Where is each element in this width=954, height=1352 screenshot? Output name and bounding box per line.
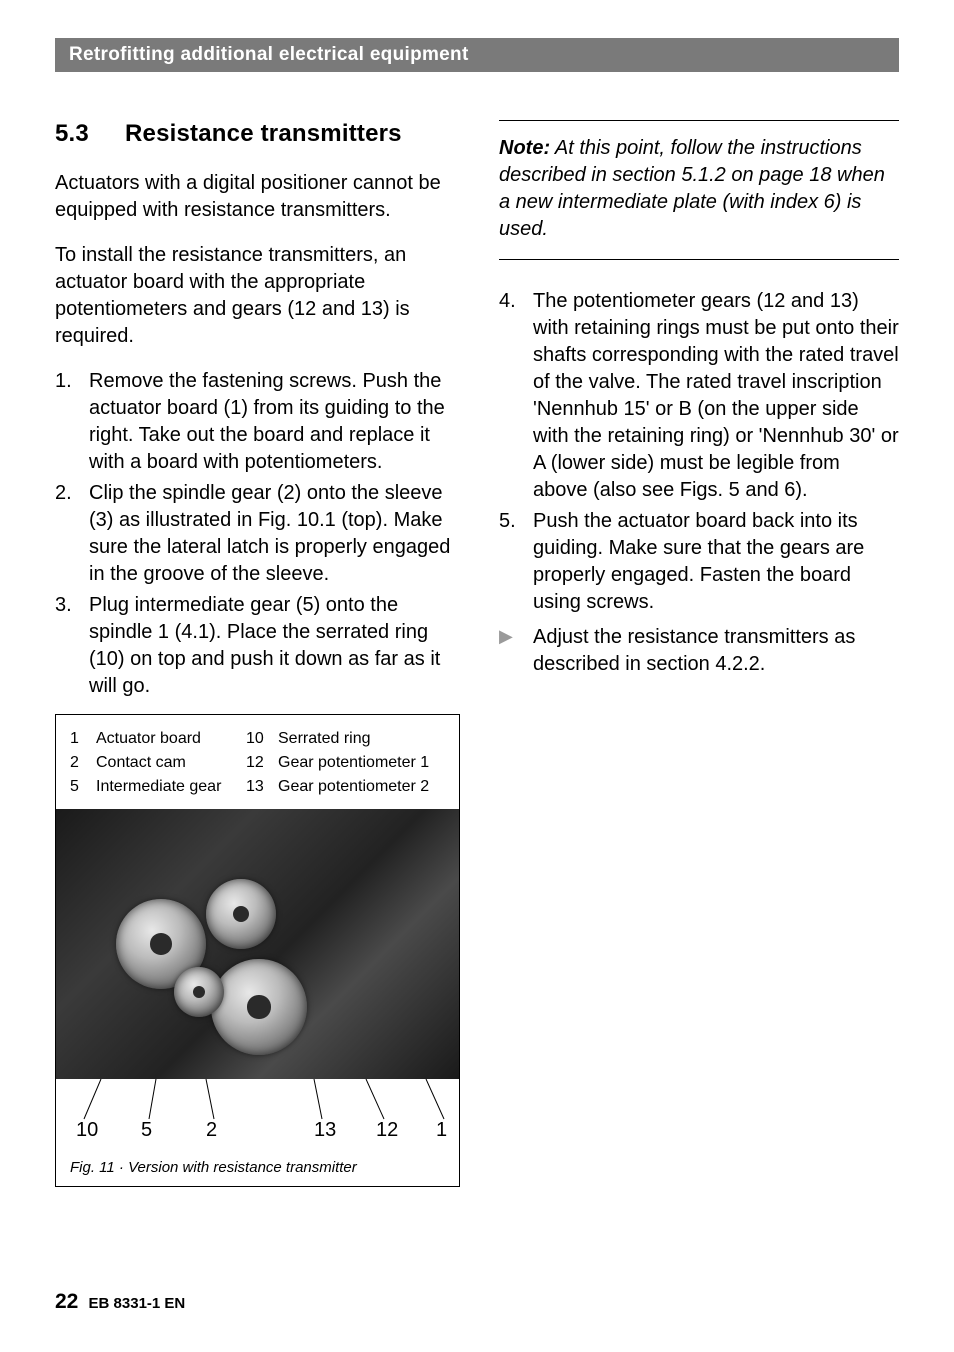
legend-cell: Serrated ring — [278, 727, 445, 751]
section-number: 5.3 — [55, 120, 125, 148]
step-item: 4. The potentiometer gears (12 and 13) w… — [499, 288, 899, 504]
note-text: At this point, follow the instructions d… — [499, 137, 885, 240]
legend-cell: 2 — [70, 751, 96, 775]
step-text: Push the actuator board back into its gu… — [533, 508, 899, 616]
legend-cell: Contact cam — [96, 751, 246, 775]
legend-cell: 12 — [246, 751, 278, 775]
page-footer: 22 EB 8331-1 EN — [55, 1290, 185, 1314]
legend-cell: Gear potentiometer 1 — [278, 751, 445, 775]
doc-id: EB 8331-1 EN — [89, 1295, 186, 1312]
step-number: 2. — [55, 480, 89, 588]
callout-label: 13 — [314, 1119, 336, 1142]
legend-cell: Actuator board — [96, 727, 246, 751]
figure-caption: Fig. 11 · Version with resistance transm… — [56, 1153, 459, 1186]
step-number: 4. — [499, 288, 533, 504]
intro-paragraph-2: To install the resistance transmitters, … — [55, 242, 455, 350]
figure-11-box: 1 Actuator board 10 Serrated ring 2 Cont… — [55, 714, 460, 1187]
step-item: 2. Clip the spindle gear (2) onto the sl… — [55, 480, 455, 588]
arrow-text: Adjust the resistance transmitters as de… — [533, 624, 899, 678]
callout-label: 1 — [436, 1119, 447, 1142]
legend-row: 1 Actuator board 10 Serrated ring — [70, 727, 445, 751]
legend-cell: Intermediate gear — [96, 775, 246, 799]
legend-cell: 10 — [246, 727, 278, 751]
left-column: 5.3Resistance transmitters Actuators wit… — [55, 120, 455, 1187]
gear-icon — [211, 959, 307, 1055]
section-title: Resistance transmitters — [125, 120, 402, 147]
callout-label: 10 — [76, 1119, 98, 1142]
legend-cell: 5 — [70, 775, 96, 799]
step-text: Remove the fastening screws. Push the ac… — [89, 368, 455, 476]
figure-photo — [56, 809, 459, 1079]
step-item: 1. Remove the fastening screws. Push the… — [55, 368, 455, 476]
callout-label: 12 — [376, 1119, 398, 1142]
right-column: Note: At this point, follow the instruct… — [499, 120, 899, 1187]
step-item: 3. Plug intermediate gear (5) onto the s… — [55, 592, 455, 700]
legend-cell: 1 — [70, 727, 96, 751]
step-number: 3. — [55, 592, 89, 700]
step-number: 1. — [55, 368, 89, 476]
step-item: 5. Push the actuator board back into its… — [499, 508, 899, 616]
arrow-action-item: ▶ Adjust the resistance transmitters as … — [499, 624, 899, 678]
triangle-bullet-icon: ▶ — [499, 624, 533, 678]
page-number: 22 — [55, 1290, 78, 1313]
steps-list-left: 1. Remove the fastening screws. Push the… — [55, 368, 455, 700]
two-column-layout: 5.3Resistance transmitters Actuators wit… — [55, 120, 899, 1187]
legend-row: 2 Contact cam 12 Gear potentiometer 1 — [70, 751, 445, 775]
step-text: Plug intermediate gear (5) onto the spin… — [89, 592, 455, 700]
steps-list-right: 4. The potentiometer gears (12 and 13) w… — [499, 288, 899, 616]
note-block: Note: At this point, follow the instruct… — [499, 120, 899, 260]
callout-lines — [56, 1079, 459, 1121]
legend-row: 5 Intermediate gear 13 Gear potentiomete… — [70, 775, 445, 799]
gear-icon — [206, 879, 276, 949]
step-number: 5. — [499, 508, 533, 616]
legend-cell: Gear potentiometer 2 — [278, 775, 445, 799]
figure-callouts: 10 5 2 13 12 1 — [56, 1079, 459, 1153]
step-text: The potentiometer gears (12 and 13) with… — [533, 288, 899, 504]
legend-cell: 13 — [246, 775, 278, 799]
callout-label: 2 — [206, 1119, 217, 1142]
callout-label: 5 — [141, 1119, 152, 1142]
section-header-bar: Retrofitting additional electrical equip… — [55, 38, 899, 72]
intro-paragraph-1: Actuators with a digital positioner cann… — [55, 170, 455, 224]
step-text: Clip the spindle gear (2) onto the sleev… — [89, 480, 455, 588]
header-title: Retrofitting additional electrical equip… — [69, 44, 469, 65]
note-label: Note: — [499, 137, 550, 159]
gear-icon — [174, 967, 224, 1017]
figure-legend: 1 Actuator board 10 Serrated ring 2 Cont… — [56, 715, 459, 809]
section-heading: 5.3Resistance transmitters — [55, 120, 455, 148]
